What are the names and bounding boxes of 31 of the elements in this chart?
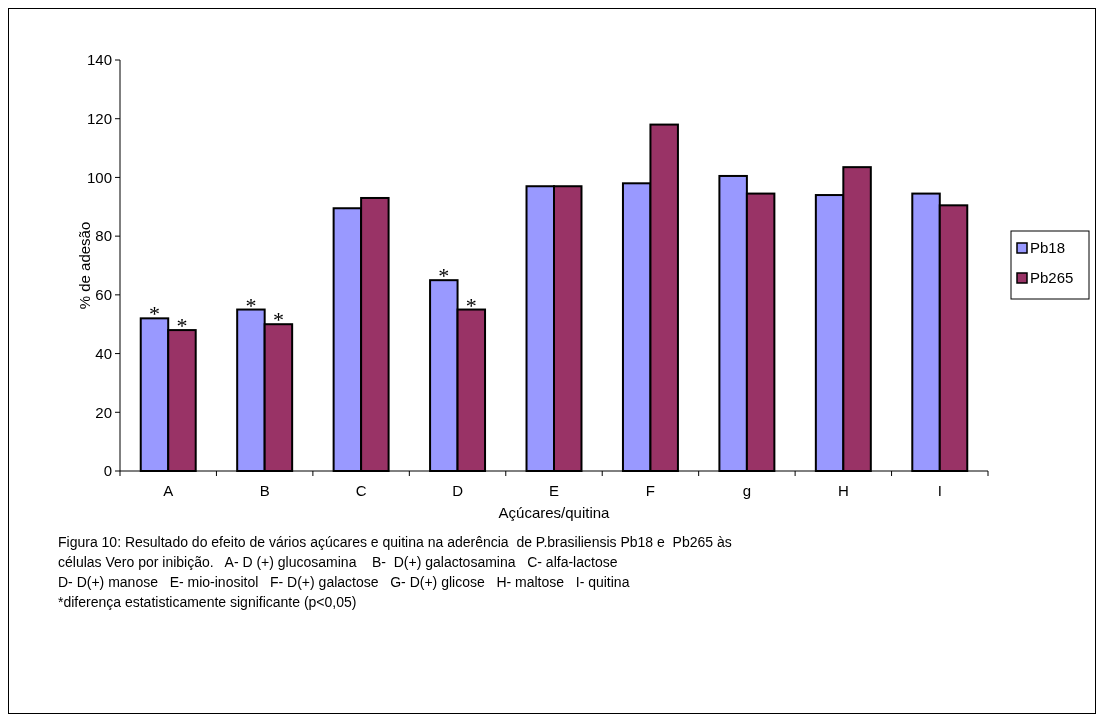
x-tick-label: H	[837, 482, 849, 499]
text: Figura 10: Resultado do efeito de vários açúcares e quitina na aderência de P.brasiliensis Pb18 e Pb265 às	[58, 534, 732, 550]
text: D- D(+) manose E- mio-inositol F- D(+) galactose G- D(+) glicose H- maltose I- quitina	[58, 574, 630, 590]
y-tick-label: 20	[95, 403, 112, 421]
legend-label: Pb265	[1030, 269, 1074, 286]
text: *diferença estatisticamente significante (p<0,05)	[58, 594, 357, 610]
y-tick-label: 100	[86, 168, 112, 186]
annotation: *	[272, 307, 284, 333]
annotation: *	[176, 313, 188, 339]
y-tick-label: 80	[95, 227, 112, 245]
x-tick-label: A	[163, 482, 174, 499]
y-tick-label: 0	[103, 462, 112, 480]
y-tick-label: 60	[95, 286, 112, 304]
x-tick-label: B	[259, 482, 270, 499]
annotation: *	[245, 292, 257, 318]
x-tick-label: F	[645, 482, 656, 499]
y-tick-label: 120	[86, 109, 112, 127]
annotation: *	[465, 292, 477, 318]
x-axis-title: Açúcares/quitina	[498, 504, 611, 521]
x-tick-label: D	[452, 482, 464, 499]
y-tick-label: 40	[95, 344, 112, 362]
annotation: *	[148, 301, 160, 327]
y-tick-label: 140	[86, 51, 112, 69]
text: células Vero por inibição. A- D (+) glucosamina B- D(+) galactosamina C- alfa-lactose	[58, 554, 618, 570]
x-tick-label: g	[742, 482, 752, 499]
annotation: *	[438, 263, 450, 289]
y-axis-title: % de adesão	[76, 221, 93, 310]
legend-label: Pb18	[1030, 239, 1066, 256]
x-tick-label: I	[937, 482, 942, 499]
x-tick-label: C	[355, 482, 367, 499]
x-tick-label: E	[548, 482, 560, 499]
